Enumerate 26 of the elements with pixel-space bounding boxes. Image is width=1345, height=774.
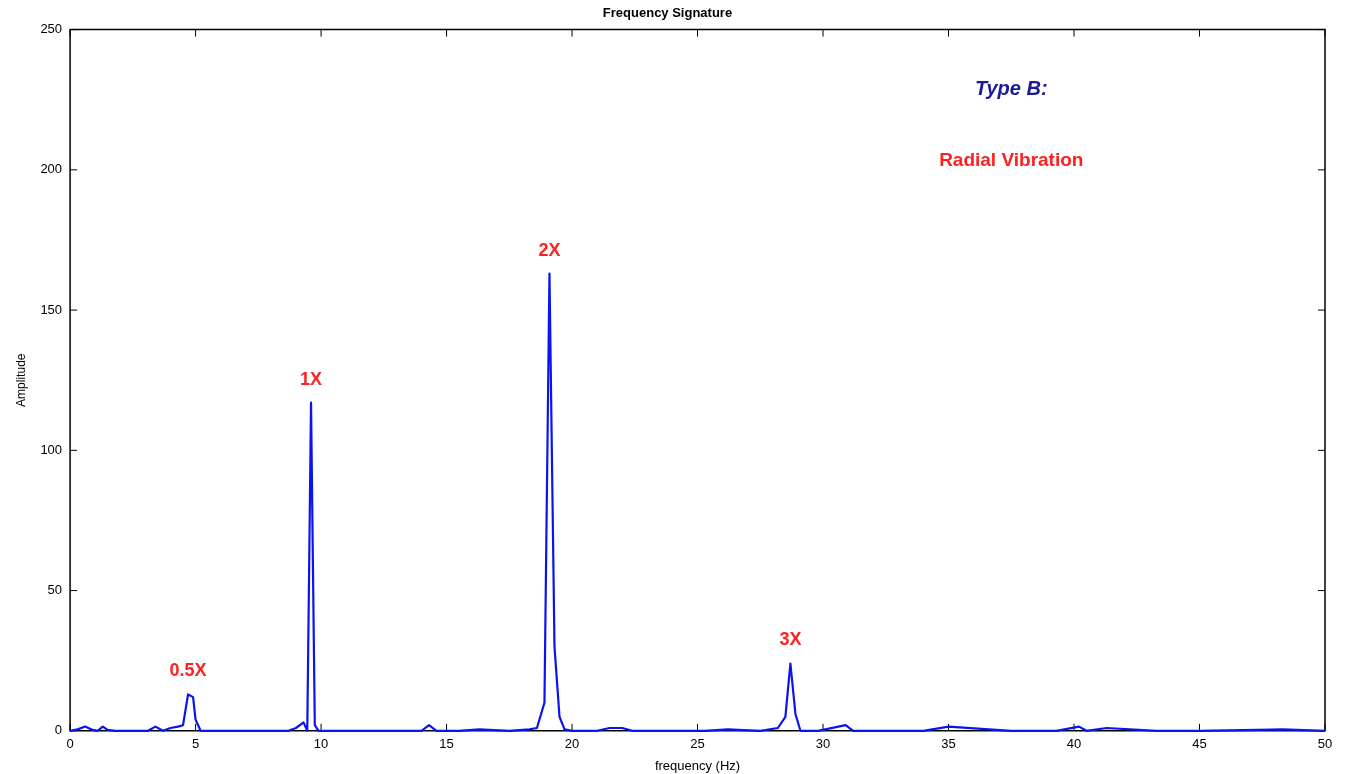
annotation: 1X — [300, 368, 323, 389]
y-tick-label: 200 — [40, 161, 63, 177]
y-tick-label: 0 — [54, 722, 63, 738]
annotation: 2X — [538, 239, 561, 260]
x-axis-title: frequency (Hz) — [654, 757, 741, 773]
annotation: Radial Vibration — [939, 148, 1084, 170]
x-tick-label: 30 — [815, 736, 831, 752]
x-tick-label: 15 — [439, 736, 454, 752]
y-axis-title: Amplitude — [13, 353, 28, 407]
x-tick-label: 5 — [191, 736, 200, 752]
x-tick-label: 50 — [1317, 736, 1333, 752]
y-tick-label: 250 — [40, 21, 63, 37]
x-tick-label: 40 — [1066, 736, 1082, 752]
annotation: Type B: — [974, 77, 1048, 100]
annotation: 3X — [779, 629, 802, 650]
annotation: 0.5X — [169, 660, 207, 681]
x-tick-label: 20 — [564, 736, 580, 752]
x-tick-label: 25 — [690, 736, 705, 752]
chart-title: Frequency Signature — [602, 5, 733, 21]
x-tick-label: 45 — [1192, 736, 1207, 752]
x-tick-label: 0 — [66, 736, 74, 752]
y-tick-label: 50 — [47, 582, 63, 598]
y-tick-label: 150 — [40, 301, 63, 317]
x-tick-label: 10 — [313, 736, 329, 752]
y-tick-label: 100 — [40, 441, 63, 457]
x-tick-label: 35 — [941, 736, 956, 752]
